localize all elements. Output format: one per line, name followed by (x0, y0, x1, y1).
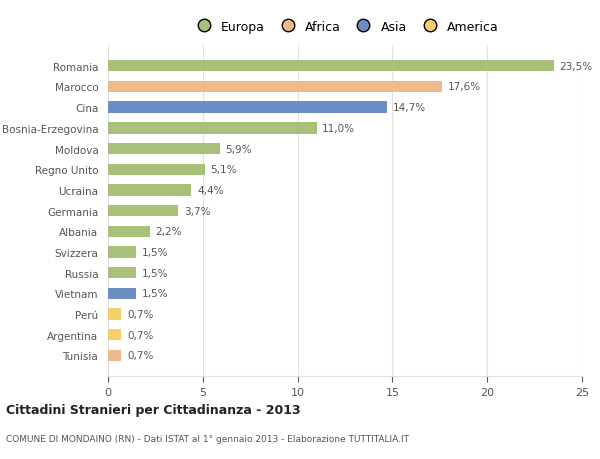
Text: 1,5%: 1,5% (142, 247, 169, 257)
Bar (108, 268, 136, 279)
Text: 14,7%: 14,7% (392, 103, 425, 113)
Text: 23,5%: 23,5% (559, 62, 592, 72)
Text: 0,7%: 0,7% (127, 309, 154, 319)
Text: 2,2%: 2,2% (155, 227, 182, 237)
Text: 4,4%: 4,4% (197, 185, 224, 196)
Text: 11,0%: 11,0% (322, 123, 355, 134)
Bar (108, 164, 205, 175)
Text: 5,1%: 5,1% (211, 165, 237, 175)
Bar (108, 185, 191, 196)
Text: 1,5%: 1,5% (142, 289, 169, 299)
Text: COMUNE DI MONDAINO (RN) - Dati ISTAT al 1° gennaio 2013 - Elaborazione TUTTITALI: COMUNE DI MONDAINO (RN) - Dati ISTAT al … (6, 434, 409, 442)
Bar (108, 288, 136, 299)
Bar (108, 226, 150, 237)
Bar (108, 350, 121, 361)
Bar (108, 247, 136, 258)
Bar (108, 82, 442, 93)
Text: Cittadini Stranieri per Cittadinanza - 2013: Cittadini Stranieri per Cittadinanza - 2… (6, 403, 301, 416)
Text: 17,6%: 17,6% (448, 82, 481, 92)
Bar (108, 61, 554, 72)
Text: 0,7%: 0,7% (127, 351, 154, 361)
Text: 0,7%: 0,7% (127, 330, 154, 340)
Bar (108, 330, 121, 341)
Text: 1,5%: 1,5% (142, 268, 169, 278)
Bar (108, 102, 387, 113)
Legend: Europa, Africa, Asia, America: Europa, Africa, Asia, America (186, 16, 504, 39)
Text: 5,9%: 5,9% (226, 144, 252, 154)
Bar (108, 144, 220, 155)
Text: 3,7%: 3,7% (184, 206, 211, 216)
Bar (108, 309, 121, 320)
Bar (108, 123, 317, 134)
Bar (108, 206, 178, 217)
